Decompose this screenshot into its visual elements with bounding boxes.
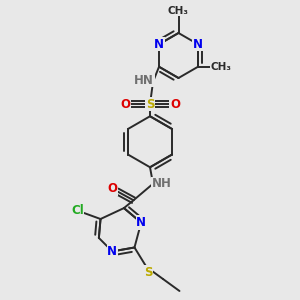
Text: S: S: [144, 266, 152, 279]
Text: CH₃: CH₃: [168, 5, 189, 16]
Text: O: O: [120, 98, 130, 111]
Text: Cl: Cl: [71, 204, 84, 217]
Text: HN: HN: [134, 74, 154, 87]
Text: S: S: [146, 98, 154, 111]
Text: O: O: [107, 182, 117, 195]
Text: N: N: [154, 38, 164, 51]
Text: O: O: [170, 98, 180, 111]
Text: CH₃: CH₃: [211, 62, 232, 72]
Text: N: N: [136, 216, 146, 229]
Text: N: N: [107, 245, 117, 258]
Text: N: N: [193, 38, 203, 51]
Text: NH: NH: [152, 177, 172, 190]
